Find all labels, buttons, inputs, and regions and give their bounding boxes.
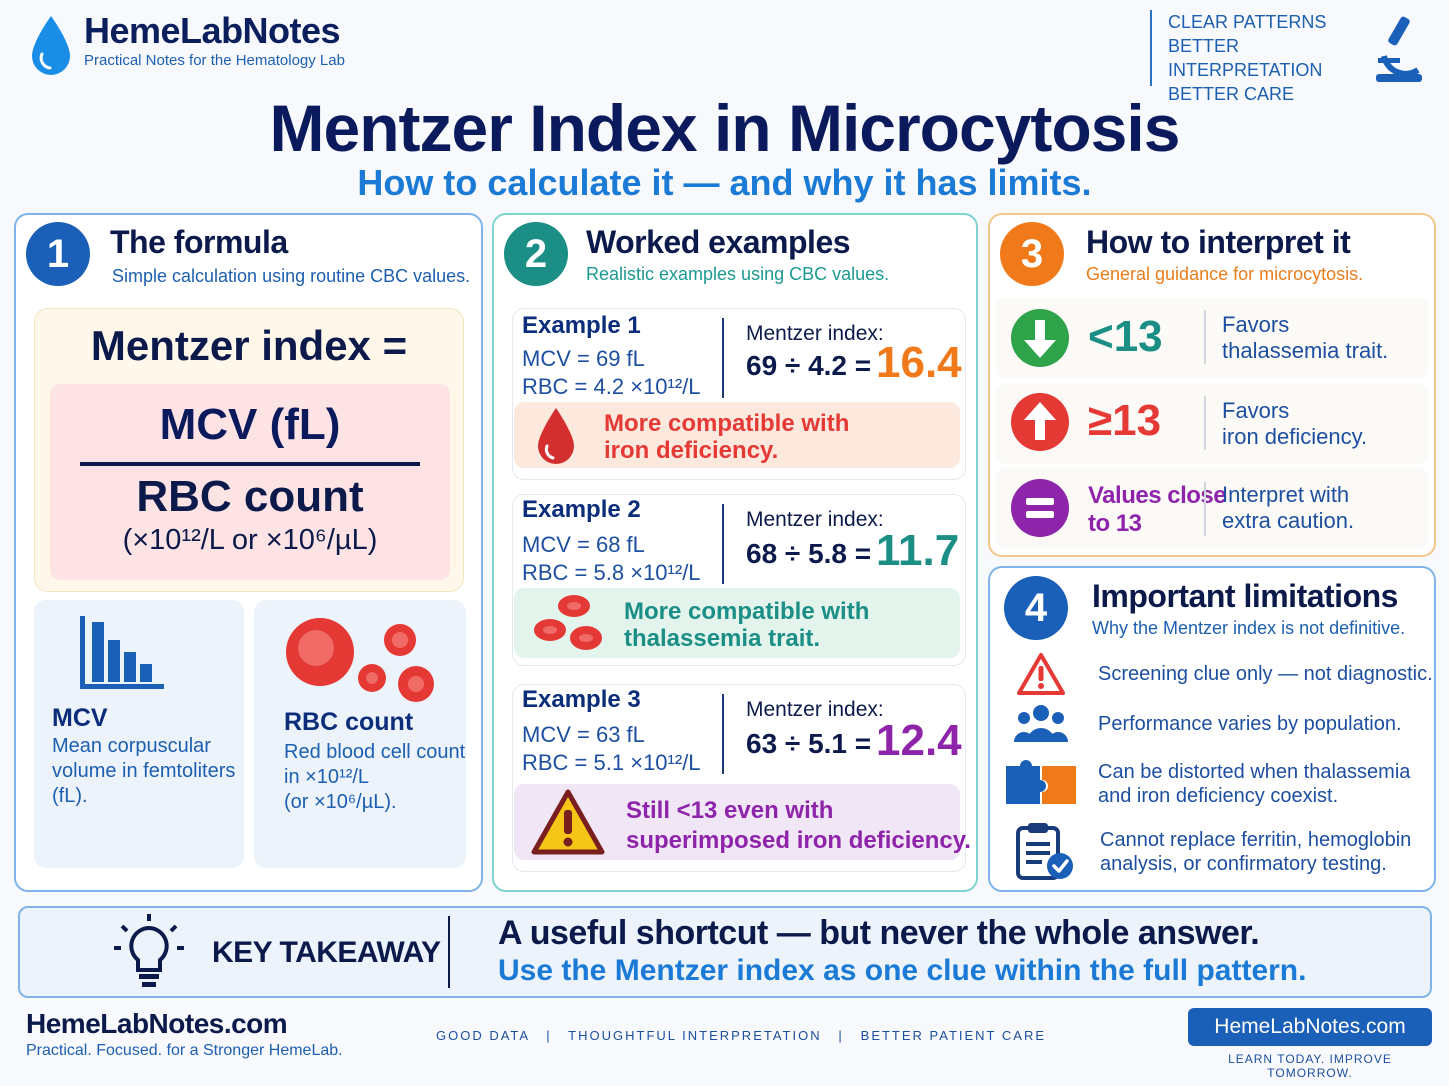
formula-denominator: RBC count bbox=[136, 472, 364, 521]
section-subtitle: Why the Mentzer index is not definitive. bbox=[1092, 618, 1406, 638]
example-mcv: MCV = 63 fL bbox=[522, 722, 645, 747]
takeaway-divider bbox=[448, 916, 450, 988]
example-divider bbox=[722, 318, 724, 398]
section-title: Important limitations bbox=[1092, 578, 1398, 614]
mentzer-calculation: 69 ÷ 4.2 = bbox=[746, 350, 872, 381]
example-title: Example 3 bbox=[522, 686, 641, 713]
slogan-item: BETTER INTERPRETATION bbox=[1168, 36, 1323, 80]
example-note-text: More compatible with iron deficiency. bbox=[604, 410, 850, 464]
footer-brand: HemeLabNotes.com bbox=[26, 1008, 288, 1039]
brand-tagline: Practical Notes for the Hematology Lab bbox=[84, 52, 345, 69]
takeaway-label: KEY TAKEAWAY bbox=[212, 936, 441, 969]
fraction-line bbox=[80, 462, 420, 466]
blood-drop-icon bbox=[538, 408, 574, 464]
formula-label: Mentzer index = bbox=[90, 322, 408, 369]
mentzer-calculation: 68 ÷ 5.8 = bbox=[746, 538, 872, 569]
example-mcv: MCV = 69 fL bbox=[522, 346, 645, 371]
example-title: Example 1 bbox=[522, 312, 641, 339]
warning-icon bbox=[531, 789, 605, 855]
interpret-divider bbox=[1204, 482, 1206, 536]
limitation-text: Screening clue only — not diagnostic. bbox=[1098, 663, 1433, 685]
example-note-text: Still <13 even with superimposed iron de… bbox=[626, 797, 971, 854]
section-number-badge: 2 bbox=[504, 222, 568, 286]
page-subtitle: How to calculate it — and why it has lim… bbox=[357, 162, 1092, 203]
mentzer-calculation: 63 ÷ 5.1 = bbox=[746, 728, 872, 759]
example-mcv: MCV = 68 fL bbox=[522, 532, 645, 557]
clipboard-icon bbox=[1016, 823, 1073, 880]
mentzer-result: 12.4 bbox=[876, 716, 962, 765]
warning-icon bbox=[1017, 653, 1065, 695]
section-title: The formula bbox=[110, 224, 288, 260]
limitation-text: Cannot replace ferritin, hemoglobin anal… bbox=[1100, 829, 1412, 875]
key-takeaway-bar bbox=[18, 906, 1432, 998]
example-note-text: More compatible with thalassemia trait. bbox=[624, 598, 870, 652]
mcv-card bbox=[34, 600, 244, 868]
interpret-text: Interpret with extra caution. bbox=[1222, 482, 1355, 533]
section-number-badge: 3 bbox=[1000, 222, 1064, 286]
brand-name: HemeLabNotes bbox=[84, 10, 341, 51]
mentzer-label: Mentzer index: bbox=[746, 698, 884, 721]
mentzer-label: Mentzer index: bbox=[746, 508, 884, 531]
arrow-down-icon bbox=[1011, 309, 1069, 367]
formula-units: (×10¹²/L or ×10⁶/µL) bbox=[122, 524, 378, 556]
interpret-text: Favors iron deficiency. bbox=[1222, 398, 1368, 449]
example-divider bbox=[722, 694, 724, 774]
water-drop-icon bbox=[32, 16, 70, 75]
limitation-text: Performance varies by population. bbox=[1098, 713, 1402, 735]
interpret-divider bbox=[1204, 396, 1206, 450]
rbc-description: Red blood cell count in ×10¹²/L (or ×10⁶… bbox=[284, 741, 466, 813]
slogan-item: BETTER CARE bbox=[1168, 84, 1295, 104]
page-title: Mentzer Index in Microcytosis bbox=[269, 91, 1181, 165]
website-link-button[interactable]: HemeLabNotes.com bbox=[1188, 1008, 1432, 1046]
limitation-text: Can be distorted when thalassemia and ir… bbox=[1098, 761, 1411, 807]
bar-chart-icon bbox=[80, 616, 164, 689]
slogan-item: CLEAR PATTERNS bbox=[1168, 12, 1327, 32]
example-rbc: RBC = 5.8 ×10¹²/L bbox=[522, 560, 701, 585]
mentzer-result: 16.4 bbox=[876, 338, 962, 387]
section-number-badge: 1 bbox=[26, 222, 90, 286]
section-title: Worked examples bbox=[586, 224, 851, 260]
footer-values: GOOD DATA | THOUGHTFUL INTERPRETATION | … bbox=[436, 1028, 1046, 1043]
formula-numerator: MCV (fL) bbox=[159, 400, 341, 449]
red-cells-icon bbox=[286, 618, 434, 702]
interpret-value: Values close to 13 bbox=[1088, 482, 1227, 537]
footer-motto: LEARN TODAY. IMPROVE TOMORROW. bbox=[1228, 1052, 1392, 1080]
puzzle-icon bbox=[1006, 760, 1076, 804]
interpret-text: Favors thalassemia trait. bbox=[1222, 312, 1389, 363]
example-title: Example 2 bbox=[522, 496, 641, 523]
example-note bbox=[514, 402, 960, 468]
lightbulb-icon bbox=[114, 914, 184, 987]
mcv-title: MCV bbox=[52, 704, 108, 732]
limitations-panel bbox=[988, 566, 1436, 892]
red-cells-icon bbox=[534, 595, 602, 650]
example-divider bbox=[722, 504, 724, 584]
arrow-up-icon bbox=[1011, 393, 1069, 451]
section-subtitle: General guidance for microcytosis. bbox=[1086, 264, 1364, 284]
example-rbc: RBC = 5.1 ×10¹²/L bbox=[522, 750, 701, 775]
section-number-badge: 4 bbox=[1004, 576, 1068, 640]
mentzer-result: 11.7 bbox=[876, 526, 960, 575]
formula-fraction-box bbox=[50, 384, 450, 580]
mcv-description: Mean corpuscular volume in femtoliters (… bbox=[52, 735, 236, 807]
microscope-icon bbox=[1376, 16, 1422, 82]
section-title: How to interpret it bbox=[1086, 224, 1351, 260]
interpret-divider bbox=[1204, 310, 1206, 364]
footer-tagline: Practical. Focused. for a Stronger HemeL… bbox=[26, 1042, 343, 1059]
mentzer-label: Mentzer index: bbox=[746, 322, 884, 345]
people-icon bbox=[1014, 705, 1068, 742]
slogan-list: CLEAR PATTERNS BETTER INTERPRETATION BET… bbox=[1150, 10, 1380, 104]
takeaway-headline: A useful shortcut — but never the whole … bbox=[498, 914, 1260, 952]
section-subtitle: Simple calculation using routine CBC val… bbox=[112, 266, 471, 286]
section-subtitle: Realistic examples using CBC values. bbox=[586, 264, 890, 284]
interpret-value: <13 bbox=[1088, 312, 1163, 361]
rbc-title: RBC count bbox=[284, 708, 414, 736]
example-rbc: RBC = 4.2 ×10¹²/L bbox=[522, 374, 701, 399]
equals-icon bbox=[1011, 479, 1069, 537]
takeaway-subline: Use the Mentzer index as one clue within… bbox=[498, 954, 1307, 987]
interpret-value: ≥13 bbox=[1088, 396, 1162, 445]
